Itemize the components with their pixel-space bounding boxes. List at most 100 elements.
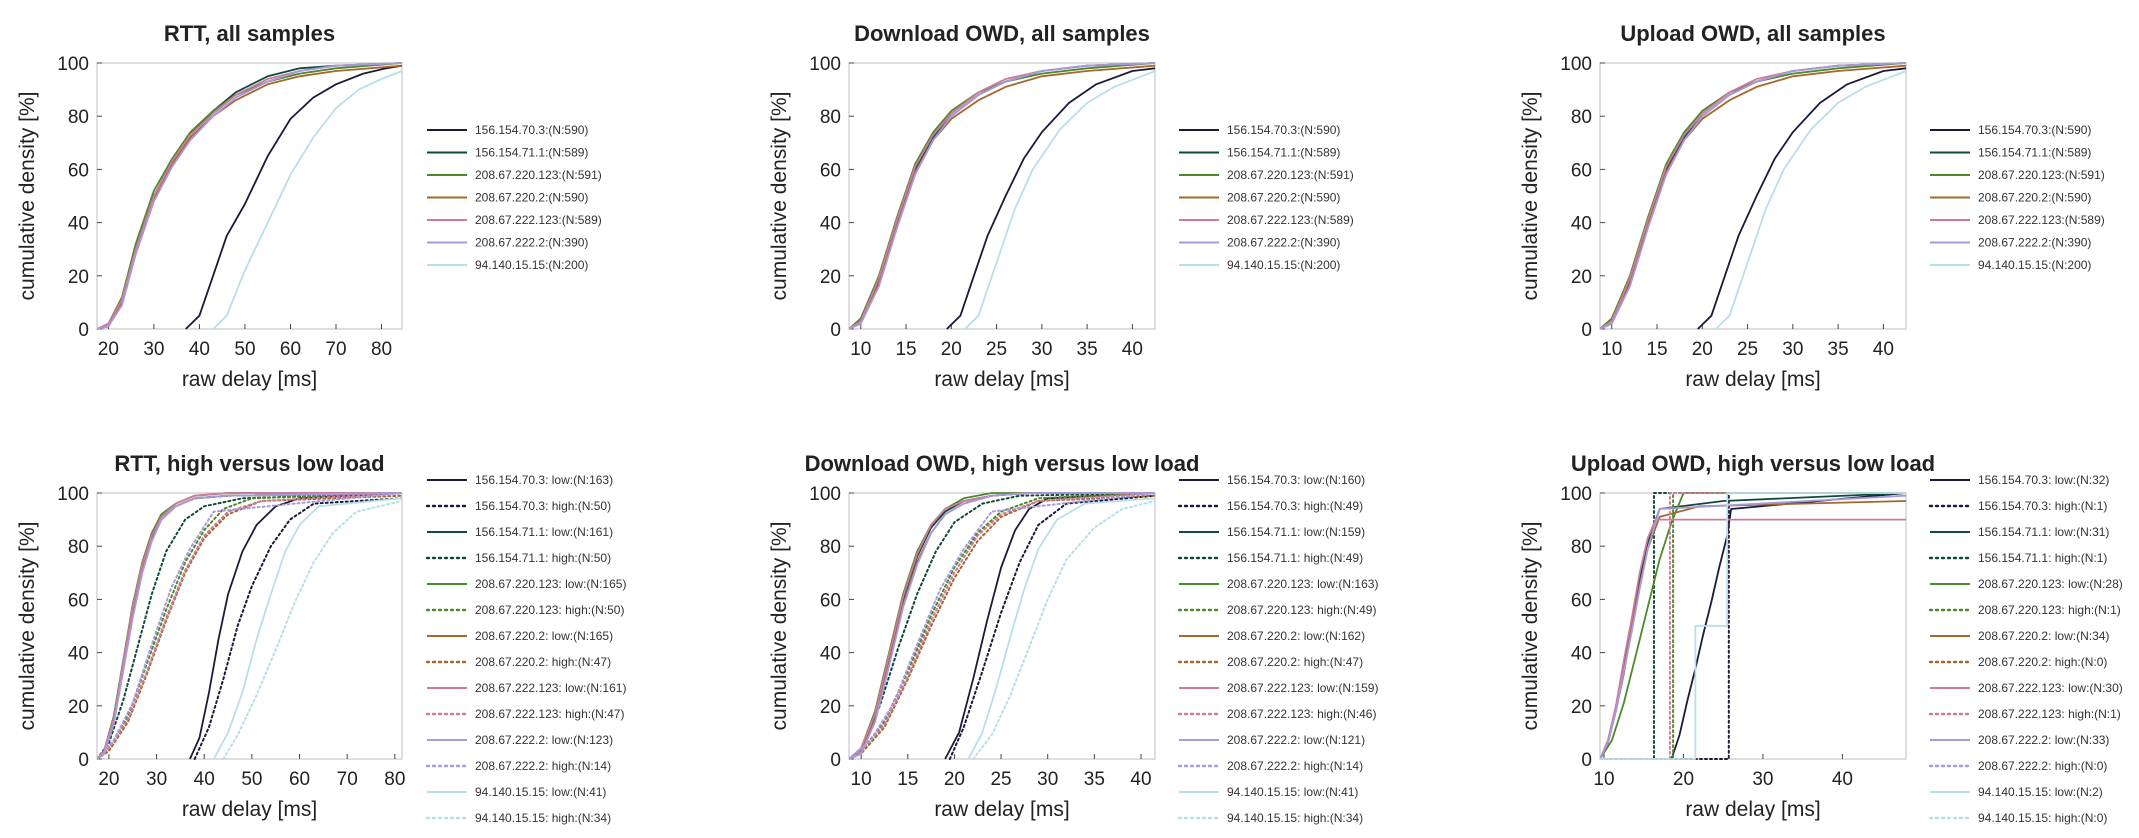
- x-axis-label: raw delay [ms]: [934, 798, 1069, 821]
- y-tick-label: 80: [1571, 537, 1592, 558]
- x-tick-label: 35: [1084, 769, 1105, 790]
- legend-entry: 156.154.71.1: high:(N:1): [1978, 551, 2107, 565]
- x-tick-label: 60: [280, 339, 301, 360]
- series-line: [944, 492, 1155, 760]
- legend-entry: 94.140.15.15: low:(N:41): [475, 785, 606, 799]
- x-axis-label: raw delay [ms]: [934, 368, 1069, 391]
- series-line: [1600, 492, 1906, 760]
- y-axis-label: cumulative density [%]: [768, 92, 791, 301]
- legend-entry: 208.67.220.2:(N:590): [1227, 191, 1340, 205]
- series-line: [1600, 62, 1906, 330]
- x-tick-label: 30: [146, 769, 167, 790]
- y-tick-label: 60: [820, 590, 841, 611]
- x-tick-label: 40: [1832, 769, 1853, 790]
- series-line: [1600, 62, 1906, 330]
- y-tick-label: 100: [1560, 484, 1592, 505]
- y-tick-label: 60: [1571, 160, 1592, 181]
- series-line: [1600, 62, 1906, 330]
- legend-entry: 208.67.222.2:(N:390): [475, 236, 588, 250]
- series-line: [849, 62, 1155, 330]
- y-tick-label: 40: [68, 214, 89, 235]
- y-tick-label: 0: [78, 320, 89, 341]
- series-line: [972, 500, 1155, 760]
- y-tick-label: 60: [820, 160, 841, 181]
- legend-entry: 156.154.70.3:(N:590): [1227, 123, 1340, 137]
- y-tick-label: 20: [68, 697, 89, 718]
- series-line: [97, 62, 402, 330]
- series-line: [849, 62, 1155, 330]
- legend-entry: 156.154.70.3:(N:590): [475, 123, 588, 137]
- x-tick-label: 30: [1031, 339, 1052, 360]
- legend-entry: 208.67.222.2: high:(N:14): [1227, 759, 1363, 773]
- y-tick-label: 0: [830, 320, 841, 341]
- series-group: [1600, 62, 1906, 330]
- legend-entry: 156.154.70.3: low:(N:32): [1978, 473, 2109, 487]
- series-line: [1600, 500, 1906, 760]
- legend-entry: 94.140.15.15: high:(N:0): [1978, 811, 2107, 825]
- x-axis-label: raw delay [ms]: [1685, 798, 1820, 821]
- legend-entry: 208.67.220.123:(N:591): [475, 168, 602, 182]
- y-tick-label: 80: [1571, 107, 1592, 128]
- legend-entry: 156.154.70.3: high:(N:50): [475, 499, 611, 513]
- chart-title: RTT, high versus low load: [114, 451, 384, 476]
- series-line: [213, 497, 402, 760]
- x-tick-label: 80: [371, 339, 392, 360]
- legend-entry: 208.67.222.123: low:(N:161): [475, 681, 626, 695]
- y-tick-label: 80: [68, 537, 89, 558]
- plot-frame: [96, 62, 403, 330]
- legend-entry: 208.67.220.123: high:(N:50): [475, 603, 624, 617]
- x-tick-label: 10: [851, 769, 872, 790]
- x-axis-label: raw delay [ms]: [1685, 368, 1820, 391]
- legend-entry: 208.67.222.2: low:(N:123): [475, 733, 613, 747]
- legend-entry: 156.154.71.1: low:(N:31): [1978, 525, 2109, 539]
- chart-panel: RTT, all samples 20 30 40 50 60 70 80 0 20 40 60 80 1…: [16, 21, 602, 391]
- chart-panel: Upload OWD, high versus low load 10 20 30 40…: [1519, 451, 2123, 825]
- legend-entry: 94.140.15.15: low:(N:41): [1227, 785, 1358, 799]
- chart-panel: RTT, high versus low load 20 30 40 50 60 70 80 0…: [16, 451, 626, 825]
- legend-entry: 156.154.71.1: low:(N:159): [1227, 525, 1365, 539]
- x-tick-label: 20: [941, 339, 962, 360]
- x-tick-label: 30: [1752, 769, 1773, 790]
- series-line: [97, 492, 402, 760]
- x-tick-label: 20: [98, 339, 119, 360]
- x-tick-label: 50: [241, 769, 262, 790]
- y-tick-label: 60: [1571, 590, 1592, 611]
- y-tick-label: 40: [820, 214, 841, 235]
- y-axis-label: cumulative density [%]: [1519, 522, 1542, 731]
- x-tick-label: 70: [337, 769, 358, 790]
- series-line: [185, 64, 402, 330]
- series-line: [97, 492, 402, 760]
- series-line: [97, 492, 402, 760]
- y-tick-label: 40: [1571, 214, 1592, 235]
- legend-entry: 156.154.70.3: low:(N:160): [1227, 473, 1365, 487]
- legend-entry: 208.67.220.123:(N:591): [1227, 168, 1354, 182]
- legend-entry: 94.140.15.15: low:(N:2): [1978, 785, 2103, 799]
- legend-entry: 208.67.222.123:(N:589): [1227, 213, 1354, 227]
- x-tick-label: 40: [194, 769, 215, 790]
- series-group: [1600, 492, 1906, 760]
- x-tick-label: 25: [986, 339, 1007, 360]
- legend-entry: 94.140.15.15:(N:200): [475, 258, 588, 272]
- series-line: [1600, 492, 1906, 760]
- series-line: [189, 492, 402, 760]
- series-group: [97, 492, 402, 760]
- y-tick-label: 100: [1560, 54, 1592, 75]
- x-tick-label: 80: [384, 769, 405, 790]
- x-tick-label: 25: [1737, 339, 1758, 360]
- series-line: [1715, 70, 1906, 330]
- legend-entry: 208.67.220.2: high:(N:47): [1227, 655, 1363, 669]
- legend-entry: 208.67.222.123: low:(N:159): [1227, 681, 1378, 695]
- x-tick-label: 15: [1646, 339, 1667, 360]
- y-tick-label: 100: [57, 484, 89, 505]
- legend-entry: 208.67.220.2:(N:590): [475, 191, 588, 205]
- legend-entry: 94.140.15.15: high:(N:34): [1227, 811, 1363, 825]
- legend-entry: 208.67.222.2:(N:390): [1227, 236, 1340, 250]
- legend-entry: 208.67.220.2: high:(N:47): [475, 655, 611, 669]
- series-group: [97, 62, 402, 330]
- chart-title: Download OWD, all samples: [854, 21, 1150, 46]
- chart-title: Upload OWD, all samples: [1620, 21, 1885, 46]
- y-axis-label: cumulative density [%]: [16, 92, 39, 301]
- y-tick-label: 20: [1571, 267, 1592, 288]
- legend-entry: 208.67.222.123:(N:589): [1978, 213, 2105, 227]
- x-tick-label: 15: [895, 339, 916, 360]
